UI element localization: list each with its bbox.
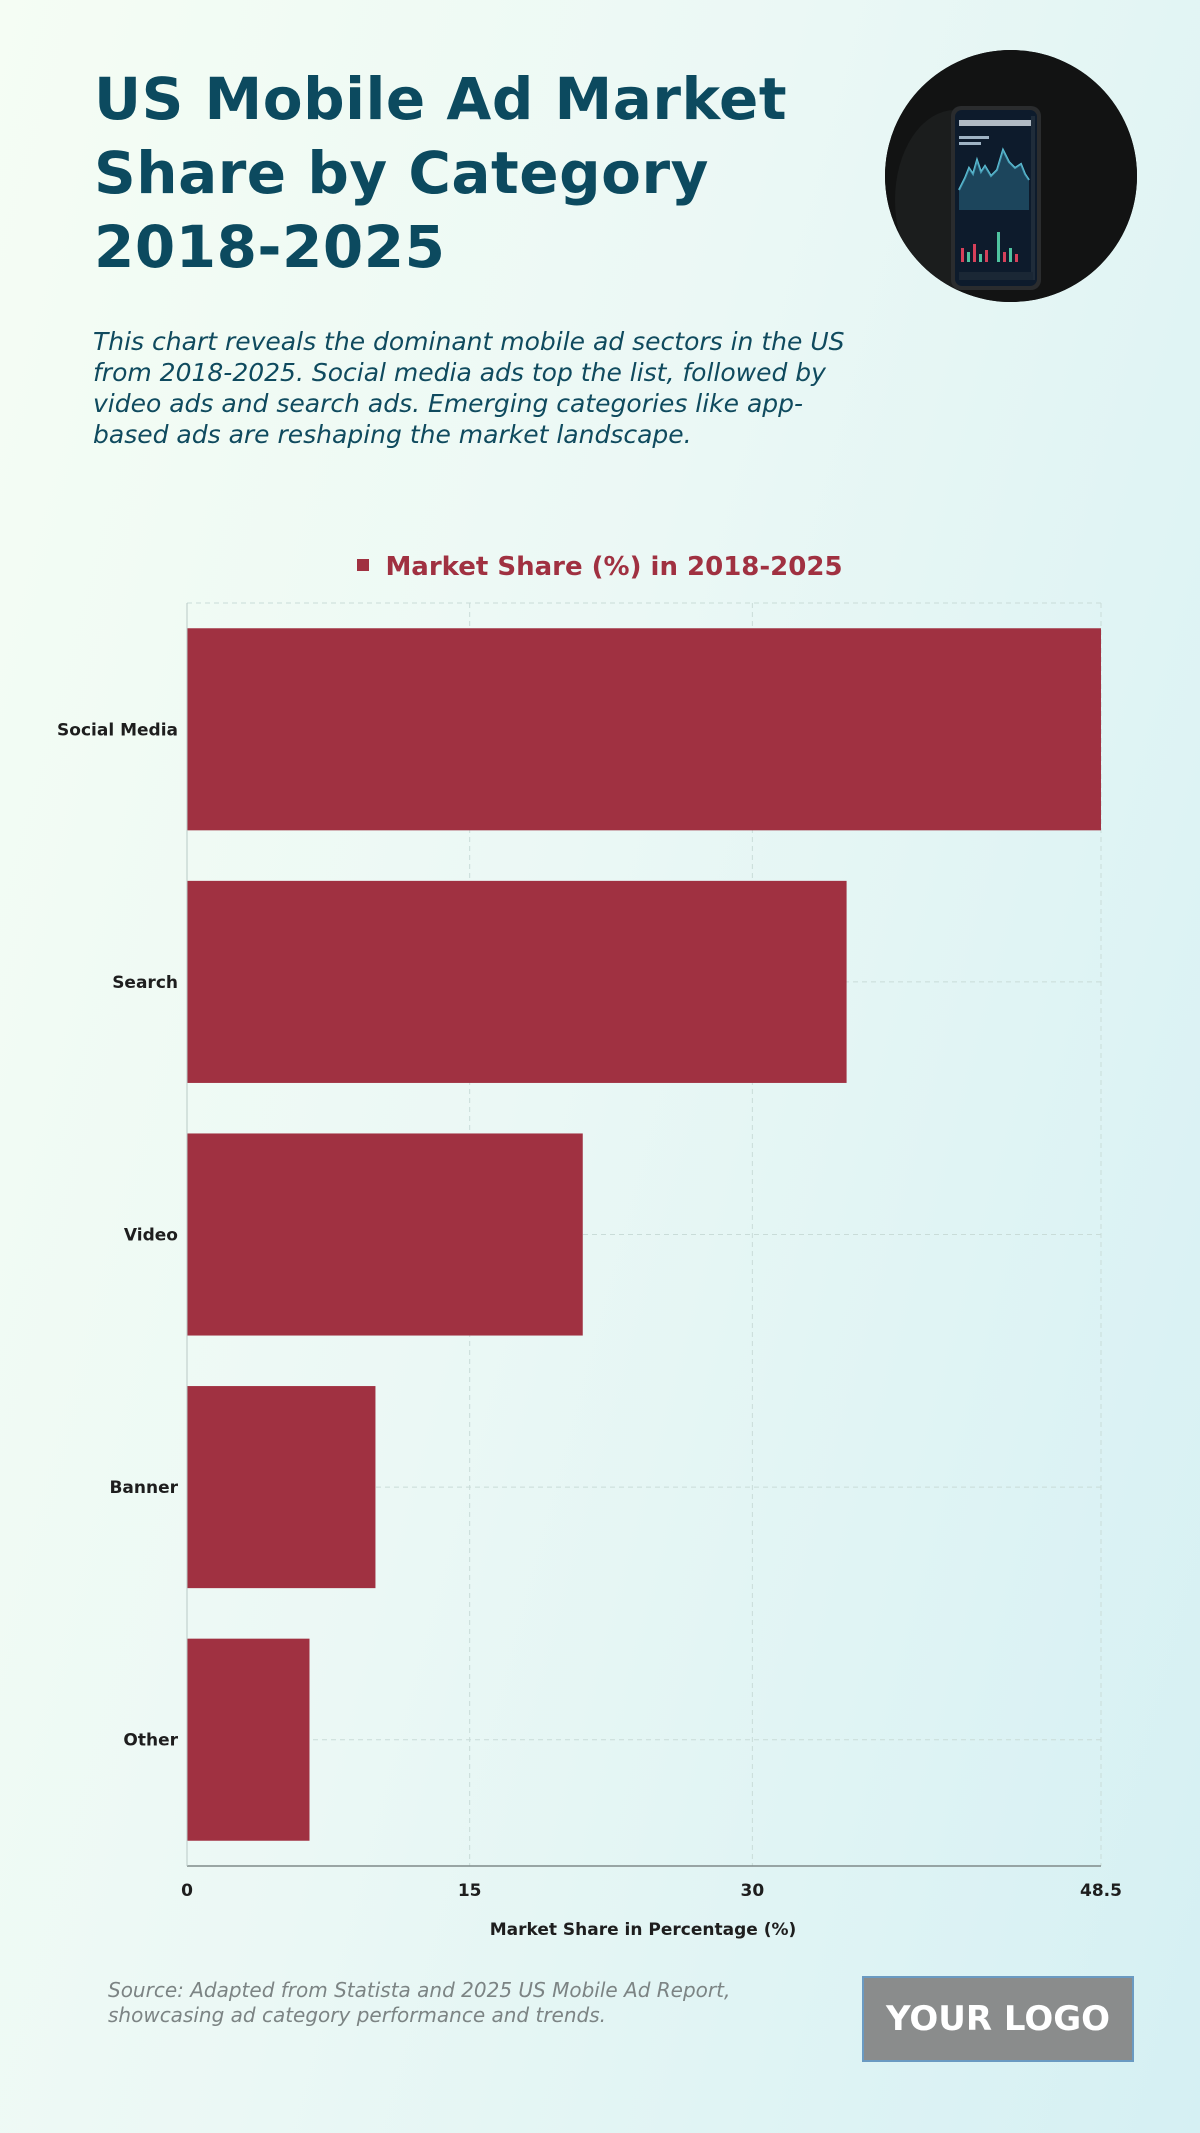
logo-placeholder: YOUR LOGO <box>862 1976 1134 2062</box>
y-tick-label: Video <box>124 1226 178 1246</box>
bar-video <box>187 1133 583 1336</box>
x-tick-label: 0 <box>181 1881 193 1901</box>
bar-social-media <box>187 628 1101 831</box>
bar-banner <box>187 1386 376 1589</box>
phone-chart-photo <box>885 50 1137 302</box>
x-tick-label: 15 <box>458 1881 482 1901</box>
y-tick-label: Banner <box>109 1478 178 1498</box>
legend-swatch <box>357 558 370 571</box>
chart-legend: Market Share (%) in 2018-2025 <box>0 552 1200 582</box>
chart-subtitle: This chart reveals the dominant mobile a… <box>93 327 845 449</box>
source-note: Source: Adapted from Statista and 2025 U… <box>108 1978 731 2027</box>
x-axis-title: Market Share in Percentage (%) <box>490 1920 797 1940</box>
bar-other <box>187 1638 310 1841</box>
x-tick-label: 48.5 <box>1080 1881 1122 1901</box>
y-tick-label: Search <box>112 973 178 993</box>
legend-label: Market Share (%) in 2018-2025 <box>385 552 843 582</box>
bar-search <box>187 880 847 1083</box>
chart-title: US Mobile Ad Market Share by Category 20… <box>94 65 788 281</box>
y-tick-label: Other <box>123 1731 178 1751</box>
bar-chart: Social Media Search Video Banner Other 0 15 30 4… <box>57 602 1122 1940</box>
x-tick-label: 30 <box>741 1881 765 1901</box>
y-tick-label: Social Media <box>57 720 178 740</box>
